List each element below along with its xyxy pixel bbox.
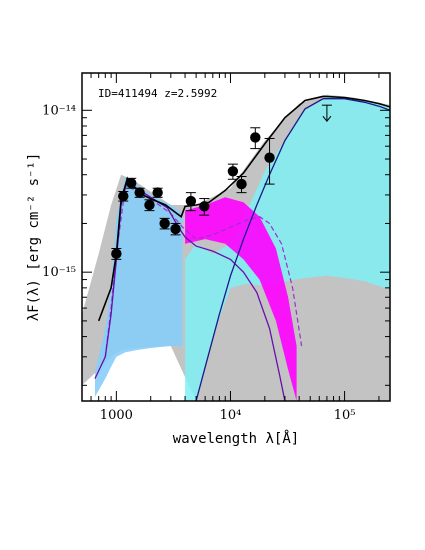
data-point bbox=[144, 199, 155, 211]
data-point bbox=[118, 190, 129, 202]
data-point bbox=[152, 187, 163, 198]
data-point bbox=[134, 187, 145, 198]
stellar-uncertainty-band bbox=[95, 176, 183, 397]
y-tick-label: 10⁻¹⁵ bbox=[42, 265, 76, 280]
data-point bbox=[250, 132, 261, 143]
y-axis-label: λF(λ) [erg cm⁻² s⁻¹] bbox=[26, 153, 42, 322]
x-axis-label: wavelength λ[Å] bbox=[173, 430, 299, 447]
dust-model-curve bbox=[195, 98, 390, 401]
data-point bbox=[170, 223, 181, 235]
dust-uncertainty-band bbox=[185, 97, 390, 401]
data-point bbox=[264, 152, 275, 163]
data-point bbox=[126, 177, 137, 189]
annotation-text: ID=411494 z=2.5992 bbox=[98, 87, 217, 100]
x-tick-label: 1000 bbox=[100, 408, 133, 423]
dashed-model-curve bbox=[104, 185, 303, 357]
x-tick-label: 10⁴ bbox=[220, 408, 242, 423]
data-point bbox=[199, 201, 210, 212]
y-tick-label: 10⁻¹⁴ bbox=[42, 103, 76, 118]
data-point bbox=[159, 218, 170, 229]
data-point bbox=[236, 178, 247, 190]
x-tick-label: 10⁵ bbox=[334, 408, 356, 423]
data-point bbox=[227, 166, 239, 177]
data-point bbox=[185, 195, 197, 207]
agn-uncertainty-band bbox=[185, 197, 297, 401]
plot-frame bbox=[81, 72, 391, 402]
upper-limit-arrow bbox=[322, 115, 332, 122]
data-point bbox=[111, 248, 122, 259]
